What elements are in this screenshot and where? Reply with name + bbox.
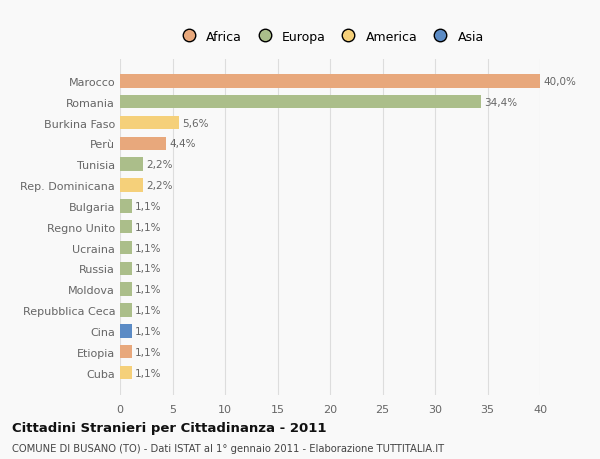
- Legend: Africa, Europa, America, Asia: Africa, Europa, America, Asia: [171, 26, 489, 49]
- Text: 1,1%: 1,1%: [134, 368, 161, 378]
- Text: 1,1%: 1,1%: [134, 285, 161, 295]
- Bar: [120, 137, 166, 151]
- Bar: [120, 345, 131, 359]
- Bar: [120, 179, 143, 192]
- Bar: [120, 241, 131, 255]
- Bar: [120, 95, 481, 109]
- Text: 1,1%: 1,1%: [134, 243, 161, 253]
- Bar: [120, 75, 540, 89]
- Bar: [120, 220, 131, 234]
- Text: 34,4%: 34,4%: [484, 97, 517, 107]
- Bar: [120, 366, 131, 380]
- Bar: [120, 158, 143, 172]
- Text: 1,1%: 1,1%: [134, 326, 161, 336]
- Text: 1,1%: 1,1%: [134, 347, 161, 357]
- Text: 2,2%: 2,2%: [146, 160, 173, 170]
- Text: 5,6%: 5,6%: [182, 118, 208, 128]
- Text: 1,1%: 1,1%: [134, 202, 161, 212]
- Bar: [120, 303, 131, 317]
- Bar: [120, 283, 131, 297]
- Text: 1,1%: 1,1%: [134, 264, 161, 274]
- Bar: [120, 117, 179, 130]
- Bar: [120, 325, 131, 338]
- Text: COMUNE DI BUSANO (TO) - Dati ISTAT al 1° gennaio 2011 - Elaborazione TUTTITALIA.: COMUNE DI BUSANO (TO) - Dati ISTAT al 1°…: [12, 443, 444, 453]
- Text: Cittadini Stranieri per Cittadinanza - 2011: Cittadini Stranieri per Cittadinanza - 2…: [12, 421, 326, 434]
- Text: 1,1%: 1,1%: [134, 305, 161, 315]
- Text: 1,1%: 1,1%: [134, 222, 161, 232]
- Bar: [120, 200, 131, 213]
- Bar: [120, 262, 131, 275]
- Text: 40,0%: 40,0%: [543, 77, 576, 87]
- Text: 4,4%: 4,4%: [169, 139, 196, 149]
- Text: 2,2%: 2,2%: [146, 181, 173, 190]
